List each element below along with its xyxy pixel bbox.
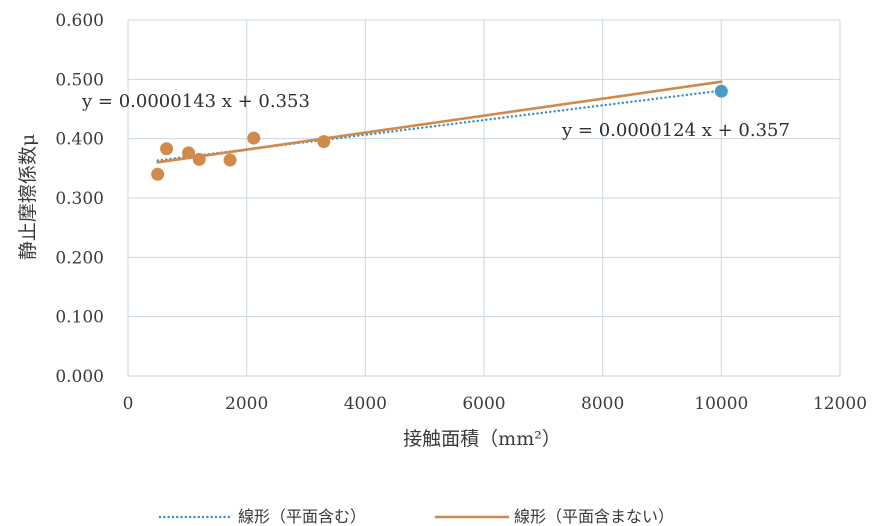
- y-axis-title: 静止摩擦係数μ: [17, 134, 39, 260]
- trendlines: [156, 80, 723, 164]
- x-tick-label: 2000: [225, 394, 268, 414]
- legend-label-with-plane: 線形（平面含む）: [238, 507, 366, 526]
- y-tick-label: 0.500: [55, 70, 104, 90]
- x-tick-label: 6000: [462, 394, 505, 414]
- y-tick-label: 0.100: [55, 308, 104, 328]
- legend: 線形（平面含む） 線形（平面含まない）: [158, 507, 674, 526]
- x-axis-ticks: 0 2000 4000 6000 8000 10000 12000: [123, 394, 867, 414]
- data-point: [182, 146, 196, 160]
- equation-with-plane: y = 0.0000124 x + 0.357: [561, 120, 790, 141]
- trendline-without-plane: [156, 80, 723, 164]
- y-tick-label: 0.400: [55, 130, 104, 150]
- data-point: [160, 142, 174, 156]
- gridlines: [127, 19, 841, 377]
- y-tick-label: 0.600: [55, 11, 104, 31]
- data-point: [192, 152, 206, 166]
- x-tick-label: 10000: [694, 394, 748, 414]
- y-tick-label: 0.000: [55, 367, 104, 387]
- legend-label-without-plane: 線形（平面含まない）: [514, 507, 674, 526]
- y-tick-label: 0.300: [55, 189, 104, 209]
- x-tick-label: 12000: [813, 394, 867, 414]
- x-tick-label: 4000: [344, 394, 387, 414]
- data-point: [151, 167, 165, 181]
- x-axis-title: 接触面積（mm²）: [403, 428, 561, 450]
- data-point: [223, 153, 237, 167]
- x-tick-label: 0: [123, 394, 134, 414]
- trendline-equations: y = 0.0000143 x + 0.353 y = 0.0000124 x +…: [81, 91, 790, 141]
- data-point: [247, 131, 261, 145]
- y-tick-label: 0.200: [55, 248, 104, 268]
- x-tick-label: 8000: [581, 394, 624, 414]
- y-axis-ticks: 0.000 0.100 0.200 0.300 0.400 0.500 0.600: [55, 11, 104, 387]
- data-points: [151, 84, 728, 181]
- data-point: [714, 84, 728, 98]
- data-point: [317, 135, 331, 149]
- equation-without-plane: y = 0.0000143 x + 0.353: [81, 91, 310, 112]
